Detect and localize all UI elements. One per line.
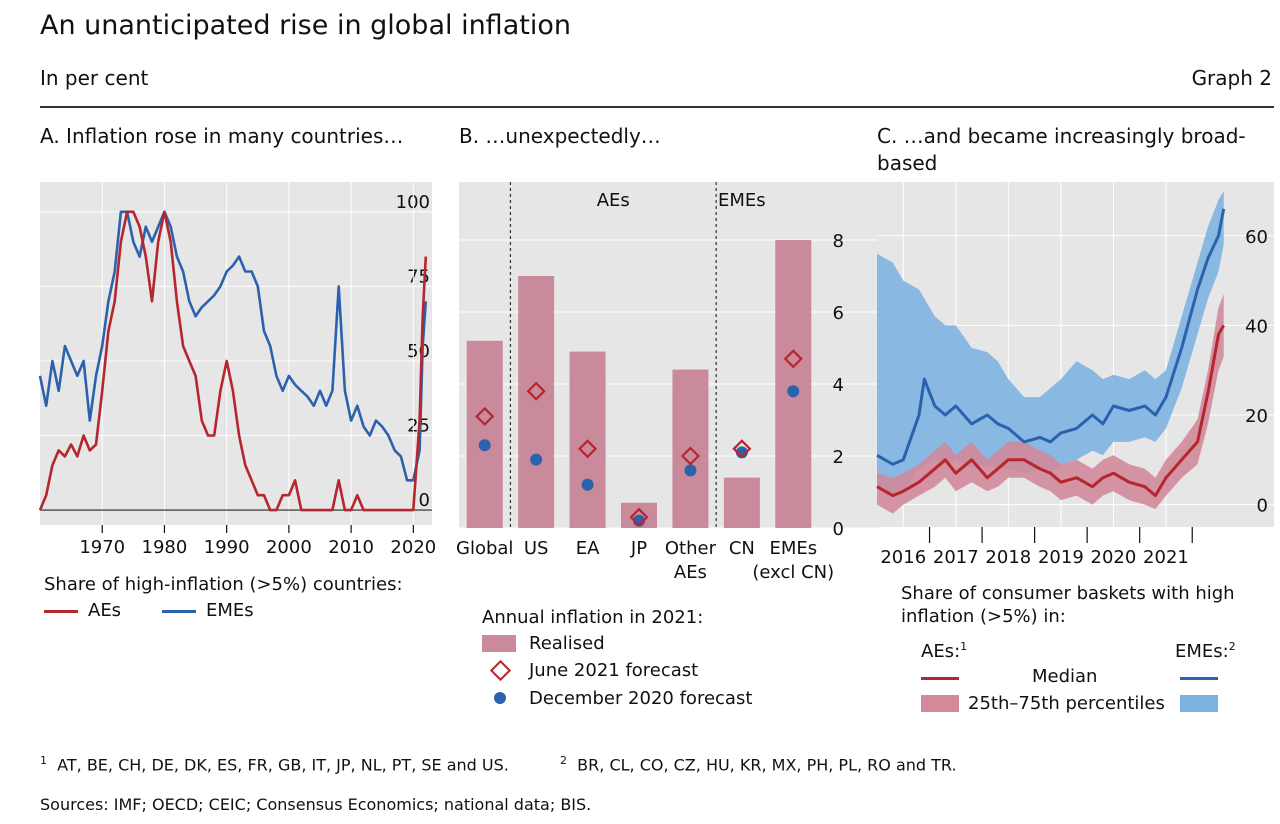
footnote-1: 1 AT, BE, CH, DE, DK, ES, FR, GB, IT, JP… bbox=[40, 754, 509, 775]
panel-c-emes-percentile-band bbox=[877, 191, 1224, 496]
panel-a-series-emes-line bbox=[38, 210, 428, 482]
panel-b-point-june bbox=[732, 439, 752, 459]
panel-c-legend-title-line1: Share of consumer baskets with high bbox=[901, 583, 1235, 604]
panel-a-y-tick-label: 75 bbox=[407, 266, 430, 287]
panel-a-legend-title: Share of high-inflation (>5%) countries: bbox=[44, 574, 403, 595]
panel-a-x-tick-label: 2020 bbox=[390, 537, 436, 558]
panel-a-title: A. Inflation rose in many countries… bbox=[40, 124, 404, 148]
panel-a-x-tick-label: 2000 bbox=[266, 537, 312, 558]
chart-subtitle: In per cent bbox=[40, 66, 149, 90]
legend-swatch-emes-band bbox=[1180, 695, 1218, 712]
panel-b-y-tick-label: 4 bbox=[833, 375, 844, 396]
panel-a-x-tick-label: 1990 bbox=[204, 537, 250, 558]
panel-b-group-label-emes: EMEs bbox=[718, 190, 766, 211]
panel-c-x-tick-label: 2021 bbox=[1143, 547, 1189, 568]
panel-b-category-label: Global bbox=[456, 538, 513, 559]
header-rule bbox=[40, 106, 1274, 108]
legend-swatch-aes-band bbox=[921, 695, 959, 712]
legend-swatch-december bbox=[494, 692, 506, 704]
panel-a-y-tick-label: 50 bbox=[407, 341, 430, 362]
panel-c-x-tick-label: 2017 bbox=[933, 547, 979, 568]
panel-b-category-label: (excl CN) bbox=[752, 562, 834, 583]
panel-c-x-tick-label: 2019 bbox=[1038, 547, 1084, 568]
panel-a-x-tick-label: 1980 bbox=[142, 537, 188, 558]
panel-c-aes-percentile-band bbox=[877, 294, 1224, 514]
legend-label-median: Median bbox=[1032, 666, 1098, 687]
panel-b-y-tick-label: 0 bbox=[833, 519, 844, 540]
legend-label-percentiles: 25th–75th percentiles bbox=[968, 693, 1165, 714]
panel-b-y-tick-label: 6 bbox=[833, 303, 844, 324]
panel-b-point-june bbox=[783, 349, 803, 369]
graph-number: Graph 2 bbox=[1191, 66, 1272, 90]
panel-b-point-june bbox=[526, 381, 546, 401]
panel-b-point-june bbox=[680, 446, 700, 466]
footnote-2: 2 BR, CL, CO, CZ, HU, KR, MX, PH, PL, RO… bbox=[560, 754, 957, 775]
panel-b-category-label: CN bbox=[729, 538, 755, 559]
panel-c-title-line1: C. …and became increasingly broad- bbox=[877, 124, 1246, 148]
panel-b-legend-title: Annual inflation in 2021: bbox=[482, 607, 704, 628]
panel-b-category-label: EMEs bbox=[769, 538, 817, 559]
legend-swatch-aes bbox=[44, 610, 78, 613]
panel-b-title: B. …unexpectedly… bbox=[459, 124, 661, 148]
panel-c-y-tick-label: 0 bbox=[1257, 496, 1268, 517]
legend-swatch-aes-median bbox=[921, 677, 959, 680]
legend-label-realised: Realised bbox=[529, 633, 605, 654]
panel-a-x-tick-label: 2010 bbox=[328, 537, 374, 558]
panel-c-y-tick-label: 20 bbox=[1245, 406, 1268, 427]
panel-b-point-december bbox=[633, 514, 645, 527]
sources-note: Sources: IMF; OECD; CEIC; Consensus Econ… bbox=[40, 795, 592, 814]
legend-swatch-realised bbox=[482, 635, 516, 652]
panel-b-y-tick-label: 2 bbox=[833, 447, 844, 468]
legend-label-june: June 2021 forecast bbox=[529, 660, 699, 681]
panel-b-bar-realised bbox=[775, 240, 812, 528]
legend-label-emes: EMEs bbox=[206, 600, 254, 621]
panel-b-point-december bbox=[581, 478, 594, 491]
legend-swatch-emes bbox=[162, 610, 196, 613]
panel-c-aes-median-line bbox=[876, 324, 1225, 498]
panel-b-point-june bbox=[475, 406, 495, 426]
panel-b-group-label-aes: AEs bbox=[597, 190, 630, 211]
panel-b-point-december bbox=[735, 446, 748, 459]
panel-c-x-tick-label: 2016 bbox=[880, 547, 926, 568]
panel-c-title-line2: based bbox=[877, 151, 938, 175]
panel-b-category-label: Other bbox=[665, 538, 717, 559]
panel-b-y-tick-label: 8 bbox=[833, 231, 844, 252]
legend-label-aes: AEs bbox=[88, 600, 122, 621]
panel-c-x-tick-label: 2018 bbox=[985, 547, 1031, 568]
panel-b-category-label: EA bbox=[576, 538, 600, 559]
panel-b-category-label: JP bbox=[630, 538, 647, 559]
panel-c-emes-median-line bbox=[876, 208, 1226, 466]
panel-c-legend-title-line2: inflation (>5%) in: bbox=[901, 606, 1066, 627]
legend-label-december: December 2020 forecast bbox=[529, 688, 753, 709]
panel-a-plot-bg bbox=[40, 182, 432, 525]
panel-b-point-june bbox=[629, 507, 649, 527]
panel-c-y-tick-label: 40 bbox=[1245, 316, 1268, 337]
panel-b-point-december bbox=[684, 464, 697, 477]
panel-b-point-december bbox=[478, 439, 491, 452]
chart-title: An unanticipated rise in global inflatio… bbox=[40, 10, 571, 41]
panel-b-bar-realised bbox=[723, 477, 760, 528]
panel-a-series-aes-line bbox=[38, 210, 428, 512]
panel-c-x-tick-label: 2020 bbox=[1091, 547, 1137, 568]
panel-b-point-december bbox=[530, 453, 543, 466]
panel-b-point-december bbox=[787, 385, 800, 398]
panel-b-point-june bbox=[578, 439, 598, 459]
panel-b-bar-realised bbox=[518, 276, 555, 528]
panel-a-y-tick-label: 0 bbox=[419, 490, 430, 511]
legend-swatch-emes-median bbox=[1180, 677, 1218, 680]
panel-b-bar-realised bbox=[466, 340, 503, 528]
panel-a-y-tick-label: 100 bbox=[396, 192, 430, 213]
legend-group-emes: EMEs:2 bbox=[1175, 640, 1236, 662]
legend-group-aes: AEs:1 bbox=[921, 640, 968, 662]
panel-b-category-label: AEs bbox=[674, 562, 707, 583]
panel-c-y-tick-label: 60 bbox=[1245, 227, 1268, 248]
panel-b-category-label: US bbox=[524, 538, 549, 559]
panel-a-x-tick-label: 1970 bbox=[79, 537, 125, 558]
